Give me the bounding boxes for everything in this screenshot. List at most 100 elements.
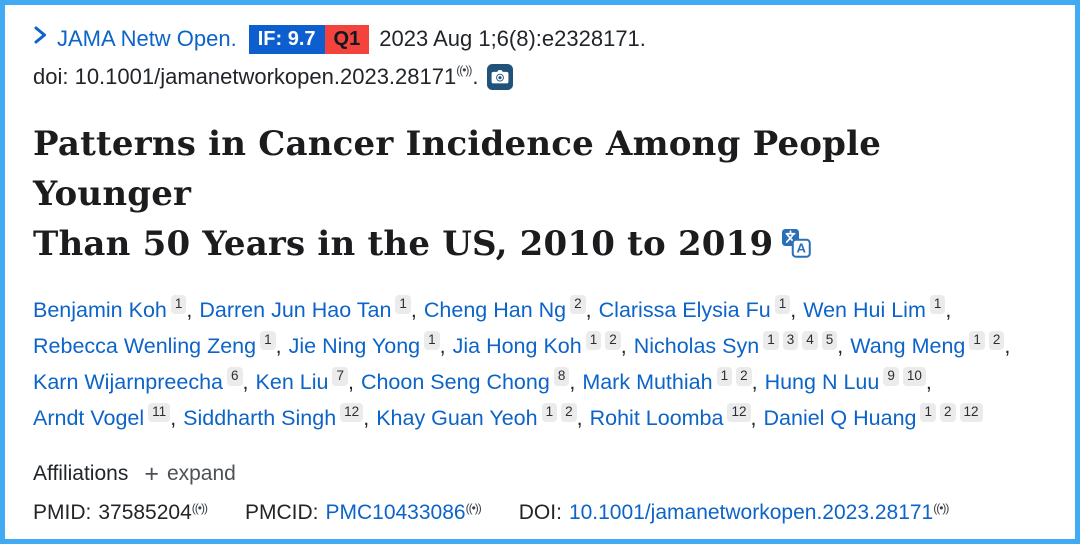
affiliation-number-badge[interactable]: 1 [774, 295, 791, 314]
affiliation-number-badge[interactable]: 2 [605, 331, 621, 350]
pmcid-link[interactable]: PMC10433086 [325, 501, 466, 524]
affiliation-number-badge[interactable]: 10 [902, 367, 926, 386]
affiliation-number-badge[interactable]: 1 [920, 403, 936, 422]
pmcid-label: PMCID: [244, 501, 319, 524]
author-link[interactable]: Hung N Luu [764, 370, 880, 394]
affiliation-number-badge[interactable]: 11 [148, 403, 171, 422]
author-separator: , [569, 370, 576, 394]
quartile-badge: Q1 [324, 24, 370, 54]
author-item: Rebecca Wenling Zeng 1, [33, 328, 282, 364]
citation-radar-icon[interactable]: ((•)) [933, 501, 949, 515]
author-link[interactable]: Karn Wijarnpreecha [33, 370, 224, 394]
author-separator: , [363, 406, 370, 430]
author-link[interactable]: Ken Liu [255, 370, 329, 394]
author-link[interactable]: Darren Jun Hao Tan [199, 298, 392, 322]
affiliations-row: Affiliations + expand [33, 460, 1047, 488]
affiliation-number-badge[interactable]: 3 [782, 331, 799, 350]
affiliation-number-badge[interactable]: 6 [227, 367, 243, 386]
author-separator: , [347, 370, 354, 394]
author-separator: , [585, 298, 592, 322]
author-link[interactable]: Nicholas Syn [633, 334, 760, 358]
affiliation-number-badge[interactable]: 2 [988, 331, 1005, 350]
citation-text: 2023 Aug 1;6(8):e2328171. [379, 26, 646, 51]
author-link[interactable]: Rohit Loomba [589, 406, 724, 430]
author-separator: , [275, 334, 282, 358]
journal-link[interactable]: JAMA Netw Open. [33, 24, 237, 54]
author-item: Benjamin Koh 1, [33, 292, 192, 328]
affiliation-number-badge[interactable]: 8 [553, 367, 570, 386]
expand-affiliations-button[interactable]: + expand [144, 460, 236, 488]
affiliation-number-badge[interactable]: 1 [424, 331, 440, 350]
author-item: Ken Liu 7, [256, 364, 354, 400]
doi-label: DOI: [518, 501, 562, 524]
author-link[interactable]: Choon Seng Chong [360, 370, 550, 394]
affiliation-number-badge[interactable]: 4 [802, 331, 818, 350]
author-item: Mark Muthiah 1 2, [582, 364, 758, 400]
author-link[interactable]: Arndt Vogel [33, 406, 145, 430]
affiliation-number-badge[interactable]: 1 [929, 295, 946, 314]
camera-screenshot-button[interactable] [486, 64, 513, 90]
affiliation-number-badge[interactable]: 1 [763, 331, 779, 350]
doi-line: doi: 10.1001/jamanetworkopen.2023.28171 … [33, 62, 1047, 92]
identifiers-row: PMID: 37585204 ((•)) PMCID: PMC10433086 … [33, 499, 1047, 529]
author-separator: , [170, 406, 177, 430]
affiliation-number-badge[interactable]: 1 [260, 331, 276, 350]
author-separator: , [1004, 334, 1011, 358]
author-separator: , [925, 370, 932, 394]
doi-period: . [472, 64, 479, 89]
author-item: Daniel Q Huang 1 2 12 [764, 400, 983, 436]
affiliation-number-badge[interactable]: 12 [727, 403, 751, 422]
affiliation-number-badge[interactable]: 1 [969, 331, 985, 350]
author-link[interactable]: Jia Hong Koh [452, 334, 582, 358]
affiliation-number-badge[interactable]: 2 [736, 367, 752, 386]
affiliation-number-badge[interactable]: 1 [395, 295, 411, 314]
affiliation-number-badge[interactable]: 12 [959, 403, 983, 422]
author-link[interactable]: Wen Hui Lim [803, 298, 926, 322]
affiliation-number-badge[interactable]: 2 [561, 403, 577, 422]
affiliation-number-badge[interactable]: 1 [716, 367, 733, 386]
citation-radar-icon[interactable]: ((•)) [465, 501, 482, 515]
translate-icon: A [782, 229, 812, 258]
affiliation-number-badge[interactable]: 12 [340, 403, 364, 422]
author-link[interactable]: Wang Meng [850, 334, 966, 358]
camera-icon [486, 64, 513, 90]
citation-radar-icon[interactable]: ((•)) [456, 63, 472, 77]
journal-name: JAMA Netw Open. [57, 26, 237, 51]
affiliation-number-badge[interactable]: 2 [940, 403, 956, 422]
author-link[interactable]: Benjamin Koh [33, 298, 167, 322]
author-link[interactable]: Daniel Q Huang [763, 406, 917, 430]
affiliation-number-badge[interactable]: 5 [821, 331, 838, 350]
pmcid-group: PMCID: PMC10433086 ((•)) [244, 499, 482, 529]
author-link[interactable]: Jie Ning Yong [288, 334, 421, 358]
author-link[interactable]: Siddharth Singh [183, 406, 337, 430]
affiliation-number-badge[interactable]: 1 [541, 403, 558, 422]
author-link[interactable]: Mark Muthiah [582, 370, 713, 394]
author-link[interactable]: Rebecca Wenling Zeng [33, 334, 257, 358]
author-separator: , [837, 334, 844, 358]
author-separator: , [576, 406, 583, 430]
author-link[interactable]: Khay Guan Yeoh [376, 406, 538, 430]
journal-metric-badges: IF: 9.7 Q1 [248, 24, 370, 54]
plus-icon: + [144, 460, 159, 488]
author-separator: , [751, 370, 758, 394]
author-separator: , [410, 298, 417, 322]
author-link[interactable]: Cheng Han Ng [423, 298, 567, 322]
author-item: Cheng Han Ng 2, [424, 292, 592, 328]
affiliation-number-badge[interactable]: 9 [883, 367, 899, 386]
translate-button[interactable]: A [781, 228, 812, 258]
author-item: Khay Guan Yeoh 1 2, [376, 400, 583, 436]
title-line-1: Patterns in Cancer Incidence Among Peopl… [33, 124, 882, 214]
pmid-label: PMID: [33, 501, 92, 524]
author-item: Darren Jun Hao Tan 1, [199, 292, 417, 328]
affiliation-number-badge[interactable]: 1 [585, 331, 602, 350]
pmid-group: PMID: 37585204 ((•)) [33, 499, 208, 529]
affiliation-number-badge[interactable]: 1 [170, 295, 187, 314]
author-item: Wen Hui Lim 1, [803, 292, 951, 328]
doi-link[interactable]: 10.1001/jamanetworkopen.2023.28171 [568, 501, 934, 524]
author-separator: , [750, 406, 757, 430]
svg-text:A: A [797, 241, 807, 256]
author-link[interactable]: Clarissa Elysia Fu [598, 298, 771, 322]
citation-radar-icon[interactable]: ((•)) [191, 501, 208, 515]
affiliation-number-badge[interactable]: 7 [332, 367, 348, 386]
affiliation-number-badge[interactable]: 2 [570, 295, 586, 314]
